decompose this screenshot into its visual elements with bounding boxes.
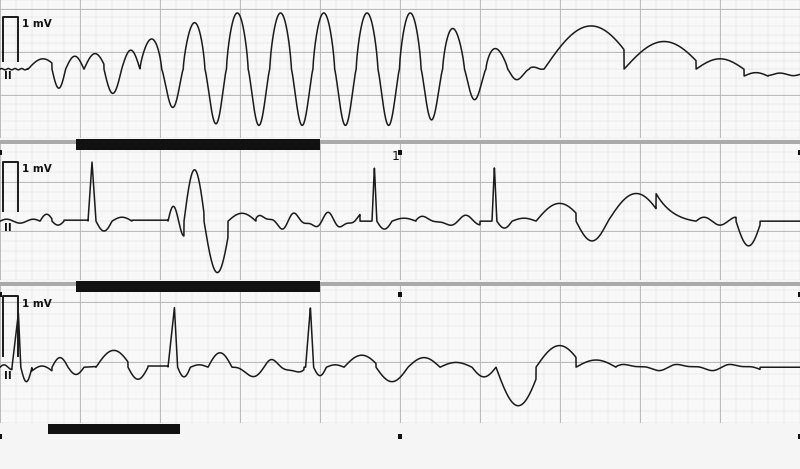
Text: 1 mV: 1 mV: [22, 299, 52, 309]
Text: II: II: [4, 71, 12, 81]
Text: 1 mV: 1 mV: [22, 19, 52, 29]
Text: II: II: [4, 223, 12, 233]
Text: 1 mV: 1 mV: [22, 164, 52, 174]
Text: 1: 1: [392, 150, 400, 163]
Text: II: II: [4, 371, 12, 381]
